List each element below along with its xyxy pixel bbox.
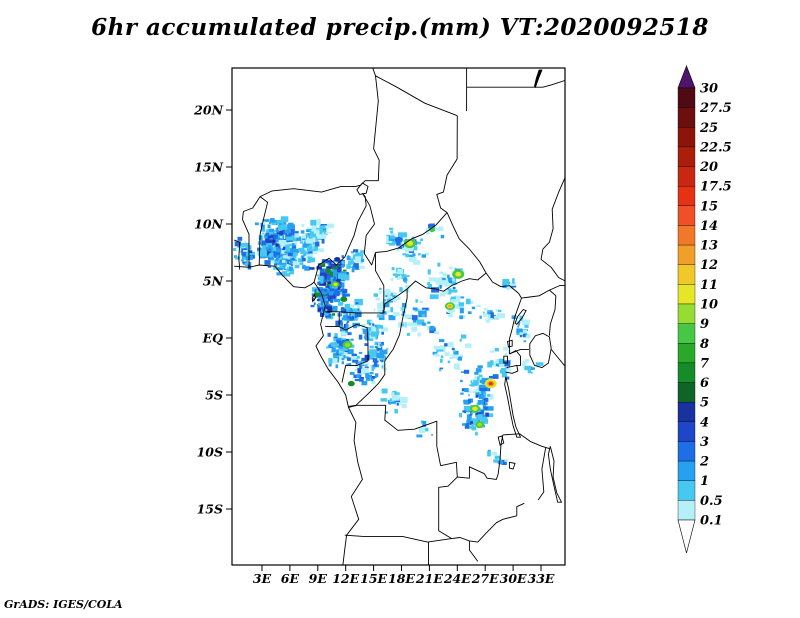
colorbar-label: 25: [699, 121, 718, 136]
y-axis: 20N 15N 10N 5N EQ 5S 10S 15S: [193, 103, 232, 517]
x-tick-label: 12E: [332, 571, 359, 586]
x-tick-label: 6E: [281, 571, 300, 586]
colorbar-label: 22.5: [699, 140, 732, 155]
country-borders: [233, 68, 565, 565]
colorbar-label: 2: [699, 455, 709, 470]
x-tick-label: 9E: [309, 571, 328, 586]
grads-credit: GrADS: IGES/COLA: [4, 598, 123, 611]
colorbar-label: 3: [700, 435, 709, 450]
colorbar-label: 27.5: [699, 101, 732, 116]
colorbar-label: 11: [700, 278, 718, 293]
colorbar-label: 17.5: [700, 180, 732, 195]
colorbar-label: 20: [699, 160, 718, 175]
colorbar-label: 30: [700, 82, 718, 97]
colorbar-label: 0.5: [700, 494, 723, 509]
y-tick-label: 10N: [194, 217, 223, 232]
lakes: [311, 69, 563, 503]
y-tick-label: EQ: [202, 331, 224, 346]
x-tick-label: 30E: [500, 571, 527, 586]
colorbar-label: 4: [700, 415, 709, 430]
colorbar-arrow-top: [677, 65, 696, 89]
x-tick-label: 24E: [443, 571, 471, 586]
colorbar-label: 13: [700, 239, 718, 254]
x-tick-label: 33E: [528, 571, 555, 586]
colorbar-arrow-bottom: [677, 519, 696, 554]
colorbar-label: 6: [700, 376, 709, 391]
x-tick-label: 3E: [253, 571, 272, 586]
y-tick-label: 15N: [194, 160, 223, 175]
x-tick-label: 15E: [360, 571, 387, 586]
colorbar-label: 10: [700, 298, 718, 313]
y-tick-label: 5S: [205, 388, 223, 403]
colorbar-label: 7: [700, 356, 709, 371]
chart-title: 6hr accumulated precip.(mm) VT:202009251…: [91, 14, 709, 41]
colorbar-label: 12: [700, 258, 718, 273]
map-frame: [231, 67, 566, 566]
colorbar-label: 0.1: [700, 514, 723, 529]
x-axis: 3E 6E 9E 12E 15E 18E 21E 24E 27E 30E 33E: [253, 565, 555, 586]
colorbar-legend: 30 27.5 25 22.5 20 17.5 15 14 13 12 11 10 9 8 7 6 5 4 3 2 1 0…: [677, 65, 732, 554]
colorbar-label: 14: [700, 219, 718, 234]
colorbar-label: 5: [700, 396, 709, 411]
y-tick-label: 5N: [203, 274, 224, 289]
y-tick-label: 10S: [197, 445, 223, 460]
colorbar-label: 9: [700, 317, 709, 332]
x-tick-label: 18E: [388, 571, 415, 586]
y-tick-label: 20N: [193, 103, 223, 118]
x-tick-label: 21E: [415, 571, 443, 586]
x-tick-label: 27E: [471, 571, 499, 586]
precip-shading: [233, 216, 544, 465]
colorbar-label: 8: [700, 337, 709, 352]
y-tick-label: 15S: [197, 502, 223, 517]
colorbar-label: 1: [700, 474, 709, 489]
colorbar-label: 15: [700, 199, 718, 214]
